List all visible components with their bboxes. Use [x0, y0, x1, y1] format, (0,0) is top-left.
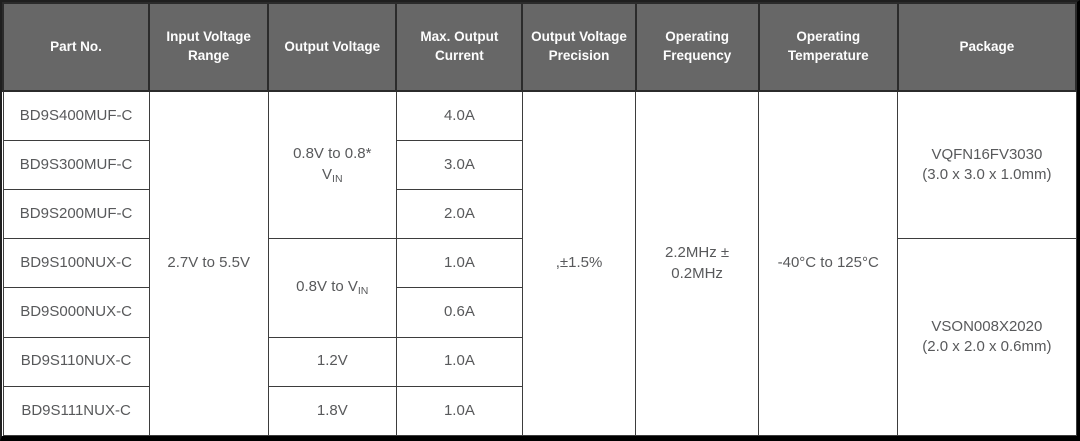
table-row: BD9S300MUF-C 3.0A [2, 139, 1076, 190]
package-size: (2.0 x 2.0 x 0.6mm) [922, 338, 1052, 356]
parts-spec-table: Part No. Input Voltage Range Output Volt… [2, 2, 1077, 436]
package-name: VSON008X2020 [931, 317, 1043, 335]
col-header-package: Package [896, 2, 1077, 92]
cell-part-no: BD9S110NUX-C [2, 336, 150, 387]
cell-part-no: BD9S400MUF-C [2, 90, 150, 141]
package-name: VQFN16FV3030 [931, 145, 1043, 163]
cell-part-no: BD9S100NUX-C [2, 238, 150, 289]
cell-output-voltage-fixed: 1.2V [267, 336, 397, 387]
cell-max-output-current: 0.6A [395, 287, 523, 338]
col-header-output-voltage: Output Voltage [267, 2, 398, 92]
frequency-line1: 2.2MHz ± [665, 244, 730, 262]
cell-part-no: BD9S111NUX-C [2, 385, 150, 436]
cell-operating-frequency: 2.2MHz ± 0.2MHz [635, 90, 760, 436]
cell-operating-temperature: -40°C to 125°C [758, 90, 899, 436]
col-header-output-voltage-precision: Output Voltage Precision [521, 2, 637, 92]
table-row: BD9S111NUX-C 1.8V 1.0A [2, 385, 1076, 436]
cell-max-output-current: 1.0A [395, 385, 523, 436]
cell-package-vqfn: VQFN16FV3030 (3.0 x 3.0 x 1.0mm) [897, 90, 1077, 240]
output-voltage-line1: 0.8V to 0.8* [293, 145, 372, 163]
output-voltage-line2: VIN [275, 165, 390, 186]
cell-max-output-current: 1.0A [395, 336, 523, 387]
table-row: BD9S400MUF-C 2.7V to 5.5V 0.8V to 0.8* V… [2, 90, 1077, 436]
table-row: BD9S200MUF-C 2.0A [2, 188, 1076, 240]
vin-symbol: V [322, 165, 333, 183]
table-row: BD9S110NUX-C 1.2V 1.0A [2, 336, 1076, 387]
cell-max-output-current: 4.0A [395, 90, 523, 141]
table-row: BD9S000NUX-C 0.6A [2, 287, 1076, 338]
col-header-max-output-current: Max. Output Current [395, 2, 524, 92]
cell-output-voltage-group-a: 0.8V to 0.8* VIN [267, 90, 397, 240]
col-header-part-no: Part No. [2, 2, 151, 92]
cell-output-voltage-group-b: 0.8V to VIN [267, 238, 397, 338]
cell-max-output-current: 3.0A [395, 139, 523, 190]
cell-package-vson: VSON008X2020 (2.0 x 2.0 x 0.6mm) [897, 238, 1077, 436]
cell-max-output-current: 1.0A [395, 238, 523, 289]
table-row: BD9S100NUX-C 0.8V to VIN 1.0A VSON008X20… [2, 238, 1077, 436]
cell-output-voltage-precision: ,±1.5% [521, 90, 637, 436]
package-size: (3.0 x 3.0 x 1.0mm) [922, 166, 1052, 184]
cell-part-no: BD9S200MUF-C [2, 188, 150, 240]
vin-subscript: IN [332, 172, 343, 185]
col-header-operating-temperature: Operating Temperature [757, 2, 899, 92]
frequency-line2: 0.2MHz [671, 264, 723, 282]
header-row: Part No. Input Voltage Range Output Volt… [2, 2, 1077, 92]
cell-part-no: BD9S300MUF-C [2, 139, 150, 190]
cell-output-voltage-fixed: 1.8V [267, 385, 397, 436]
vin-subscript: IN [357, 285, 369, 298]
col-header-operating-frequency: Operating Frequency [634, 2, 760, 92]
cell-max-output-current: 2.0A [395, 188, 523, 240]
output-voltage-text: 0.8V to V [296, 278, 358, 296]
col-header-input-voltage-range: Input Voltage Range [148, 2, 270, 92]
cell-input-voltage-range: 2.7V to 5.5V [148, 90, 269, 436]
cell-part-no: BD9S000NUX-C [2, 287, 150, 338]
